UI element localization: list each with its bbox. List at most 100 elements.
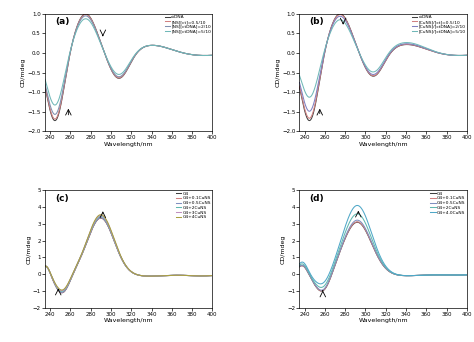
G4 — [412, 274, 418, 278]
G4 — [427, 273, 433, 277]
G4+0.5CuNS — [355, 218, 360, 222]
[CuNS]/[ctDNA]=5/10 — [306, 95, 312, 99]
X-axis label: Wavelength/nm: Wavelength/nm — [358, 142, 408, 147]
G4+0.1CuNS — [145, 274, 150, 278]
ctDNA — [121, 73, 127, 77]
G4+4.0CuNS — [375, 249, 381, 253]
G4 — [319, 289, 324, 293]
[NS][ctDNA]=5/10 — [215, 53, 220, 57]
[NS][ctDNA]=5/10 — [42, 77, 48, 81]
ctDNA — [83, 12, 89, 16]
Line: G4+4CuNS: G4+4CuNS — [45, 215, 218, 290]
[CuNS]/[ctDNA]=2/10 — [337, 14, 343, 18]
Legend: G4, G4+0.1CuNS, G4+0.5CuNS, G4+2CuNS, G4+4.0CuNS: G4, G4+0.1CuNS, G4+0.5CuNS, G4+2CuNS, G4… — [430, 191, 466, 215]
[CuNS]/[ctDNA]=5/10 — [427, 48, 433, 52]
G4+3CuNS — [145, 274, 150, 278]
[CuNS]/[ct]=0.5/10 — [297, 84, 302, 88]
G4+4.0CuNS — [341, 228, 347, 232]
G4+3CuNS — [59, 289, 64, 293]
G4+0.5CuNS — [121, 261, 127, 265]
[CuNS]/[ctDNA]=2/10 — [342, 17, 347, 21]
X-axis label: Wavelength/nm: Wavelength/nm — [104, 142, 154, 147]
ctDNA — [215, 53, 220, 57]
G4+2CuNS — [427, 273, 433, 277]
G4 — [173, 273, 178, 277]
Line: [CuNS]/[ctDNA]=5/10: [CuNS]/[ctDNA]=5/10 — [300, 20, 472, 97]
G4+0.1CuNS — [42, 264, 48, 268]
Line: G4+0.1CuNS: G4+0.1CuNS — [300, 222, 472, 291]
[NS][ctDNA]=5/10 — [73, 30, 79, 35]
[NS][ct]=0.5/10 — [158, 44, 164, 48]
G4 — [121, 261, 127, 265]
G4+0.1CuNS — [215, 273, 220, 277]
G4+4CuNS — [158, 274, 164, 278]
G4 — [42, 264, 48, 268]
G4+0.1CuNS — [297, 265, 302, 269]
G4+3CuNS — [42, 264, 48, 268]
G4+4CuNS — [215, 273, 220, 277]
G4+2CuNS — [355, 212, 360, 216]
[CuNS]/[ctDNA]=2/10 — [469, 53, 474, 57]
ctDNA — [52, 119, 58, 123]
[NS][ct]=0.5/10 — [83, 12, 89, 16]
G4+0.5CuNS — [399, 273, 404, 277]
[NS][ctDNA]=5/10 — [87, 19, 93, 24]
G4 — [145, 274, 150, 278]
G4+0.5CuNS — [319, 288, 324, 292]
[CuNS]/[ct]=0.5/10 — [342, 15, 347, 19]
G4+0.5CuNS — [328, 275, 333, 279]
ctDNA — [342, 15, 347, 19]
[CuNS]/[ctDNA]=2/10 — [306, 109, 312, 113]
G4 — [399, 273, 404, 277]
ctDNA — [158, 44, 164, 48]
Line: G4: G4 — [45, 218, 218, 293]
G4+0.5CuNS — [341, 238, 347, 242]
Line: ctDNA: ctDNA — [300, 14, 472, 121]
G4+0.5CuNS — [158, 274, 164, 278]
G4 — [98, 216, 104, 220]
G4+0.5CuNS — [297, 264, 302, 268]
G4 — [59, 291, 64, 295]
Legend: G4, G4+0.1CuNS, G4+0.5CuNS, G4+2CuNS, G4+3CuNS, G4+4CuNS: G4, G4+0.1CuNS, G4+0.5CuNS, G4+2CuNS, G4… — [175, 191, 211, 220]
[NS][ct]=0.5/10 — [121, 73, 127, 77]
Line: G4+3CuNS: G4+3CuNS — [45, 215, 218, 291]
G4+0.5CuNS — [173, 273, 178, 277]
G4+3CuNS — [173, 273, 178, 277]
G4+4CuNS — [98, 213, 104, 217]
[CuNS]/[ctDNA]=2/10 — [399, 42, 404, 47]
[NS][ctDNA]=2/10 — [42, 82, 48, 86]
G4+2CuNS — [145, 274, 150, 278]
G4 — [341, 239, 347, 243]
[CuNS]/[ctDNA]=5/10 — [328, 31, 333, 35]
G4+4CuNS — [42, 264, 48, 268]
G4+2CuNS — [42, 264, 48, 268]
G4+0.1CuNS — [73, 266, 79, 270]
Line: G4+2CuNS: G4+2CuNS — [45, 216, 218, 291]
Line: G4+0.1CuNS: G4+0.1CuNS — [45, 218, 218, 293]
G4+4CuNS — [145, 274, 150, 278]
Legend: ctDNA, [CuNS]/[ct]=0.5/10, [CuNS]/[ctDNA]=2/10, [CuNS]/[ctDNA]=5/10: ctDNA, [CuNS]/[ct]=0.5/10, [CuNS]/[ctDNA… — [411, 15, 466, 34]
G4+2CuNS — [297, 263, 302, 267]
[NS][ctDNA]=5/10 — [83, 17, 89, 21]
G4 — [73, 266, 79, 270]
[NS][ct]=0.5/10 — [87, 15, 93, 19]
G4+3CuNS — [73, 265, 79, 269]
[NS][ctDNA]=2/10 — [73, 29, 79, 33]
G4+2CuNS — [121, 260, 127, 264]
G4+4.0CuNS — [297, 262, 302, 266]
[CuNS]/[ctDNA]=5/10 — [469, 53, 474, 57]
G4+2CuNS — [341, 233, 347, 237]
Line: G4+0.5CuNS: G4+0.5CuNS — [300, 220, 472, 290]
ctDNA — [375, 71, 381, 75]
[NS][ctDNA]=2/10 — [83, 14, 89, 18]
G4+2CuNS — [59, 289, 64, 293]
ctDNA — [173, 49, 178, 53]
[CuNS]/[ct]=0.5/10 — [469, 53, 474, 57]
[CuNS]/[ct]=0.5/10 — [427, 48, 433, 52]
[CuNS]/[ctDNA]=2/10 — [375, 69, 381, 74]
[NS][ct]=0.5/10 — [73, 28, 79, 32]
G4+0.1CuNS — [173, 273, 178, 277]
G4+4.0CuNS — [469, 273, 474, 277]
G4+0.5CuNS — [412, 274, 418, 278]
[CuNS]/[ct]=0.5/10 — [328, 28, 333, 32]
